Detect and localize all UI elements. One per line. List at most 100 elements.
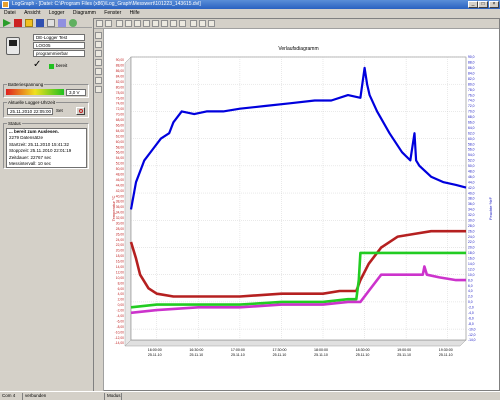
status-line: Zeitdauer: 22767 sec	[9, 154, 52, 160]
right-tick-label: 40,0	[468, 191, 475, 195]
left-tick-label: 74,00	[116, 102, 124, 106]
x-tick-label: 18:00:00	[314, 348, 328, 352]
right-tick-label: 58,0	[468, 142, 475, 146]
menu-bar: Datei Ansicht Logger Diagramm Fenster Hi…	[0, 9, 500, 18]
chart-tool-icon[interactable]	[208, 20, 215, 27]
menu-fenster[interactable]: Fenster	[104, 10, 122, 16]
chart-toolbar	[94, 19, 499, 29]
chart-tool-icon[interactable]	[152, 20, 159, 27]
x-tick-label: 17:30:00	[272, 348, 286, 352]
left-tick-label: -4,00	[116, 314, 124, 318]
set-clock-button[interactable]	[76, 107, 85, 115]
chart-tool-icon[interactable]	[190, 20, 197, 27]
side-tool-icon[interactable]	[95, 59, 102, 66]
help-icon[interactable]	[69, 19, 77, 27]
right-tick-label: -8,0	[468, 322, 474, 326]
chart-tool-icon[interactable]	[96, 20, 103, 27]
left-tick-label: 36,00	[116, 205, 124, 209]
stop-icon[interactable]	[14, 19, 22, 27]
x-tick-date: 25.11.10	[273, 353, 287, 357]
menu-ansicht[interactable]: Ansicht	[24, 10, 41, 16]
right-tick-label: -6,0	[468, 316, 474, 320]
side-tool-icon[interactable]	[95, 68, 102, 75]
window-title: LogGraph - [Datei: C:\Program Files (x86…	[12, 1, 201, 7]
right-tick-label: 78,0	[468, 88, 475, 92]
chart-tool-icon[interactable]	[116, 20, 123, 27]
device-icon[interactable]	[47, 19, 55, 27]
left-tick-label: -10,00	[115, 330, 125, 334]
left-tick-label: -14,00	[115, 341, 125, 345]
side-tool-icon[interactable]	[95, 77, 102, 84]
left-tick-label: 48,00	[116, 172, 124, 176]
left-tick-label: 86,00	[116, 69, 124, 73]
status-box: ... bereit zum Auslesen. 2279 Datensätze…	[6, 128, 87, 168]
right-tick-label: 0,0	[468, 300, 473, 304]
right-tick-label: 22,0	[468, 240, 475, 244]
left-tick-label: 58,00	[116, 145, 124, 149]
status-line: ... bereit zum Auslesen.	[9, 129, 59, 134]
statusbar-com: Com 4	[2, 393, 16, 398]
side-tool-icon[interactable]	[95, 32, 102, 39]
chart-tool-icon[interactable]	[161, 20, 168, 27]
left-tick-label: 62,00	[116, 134, 124, 138]
battery-group: Batteriespannung 3,0 V	[3, 82, 89, 98]
right-tick-label: 72,0	[468, 104, 475, 108]
chart-tool-icon[interactable]	[199, 20, 206, 27]
left-tick-label: 88,00	[116, 64, 124, 68]
right-tick-label: 16,0	[468, 257, 475, 261]
series-line-2	[130, 251, 466, 309]
x-tick-date: 25.11.10	[314, 353, 328, 357]
left-tick-label: 70,00	[116, 113, 124, 117]
series-line-0	[129, 66, 467, 210]
left-tick-label: 42,00	[116, 189, 124, 193]
chart-tool-icon[interactable]	[125, 20, 132, 27]
right-tick-label: -14,0	[468, 338, 476, 342]
right-tick-label: 70,0	[468, 110, 475, 114]
right-tick-label: 88,0	[468, 61, 475, 65]
menu-hilfe[interactable]: Hilfe	[129, 10, 140, 16]
save-icon[interactable]	[36, 19, 44, 27]
right-tick-label: 86,0	[468, 66, 475, 70]
left-tick-label: 28,00	[116, 227, 124, 231]
chart-tool-icon[interactable]	[134, 20, 141, 27]
left-tick-label: 34,00	[116, 211, 124, 215]
chart-tool-icon[interactable]	[179, 20, 186, 27]
settings-icon[interactable]	[58, 19, 66, 27]
left-tick-label: 18,00	[116, 254, 124, 258]
left-tick-label: 76,00	[116, 96, 124, 100]
right-tick-label: -4,0	[468, 311, 474, 315]
left-tick-label: -6,00	[116, 319, 124, 323]
x-tick-date: 25.11.10	[231, 353, 245, 357]
left-tick-label: 38,00	[116, 200, 124, 204]
x-tick-date: 25.11.10	[189, 353, 203, 357]
chart-tool-icon[interactable]	[170, 20, 177, 27]
right-tick-label: 20,0	[468, 246, 475, 250]
right-tick-label: 82,0	[468, 77, 475, 81]
close-button[interactable]: ×	[489, 1, 499, 8]
minimize-button[interactable]: _	[468, 1, 478, 8]
side-tool-icon[interactable]	[95, 50, 102, 57]
check-icon: ✓	[33, 59, 42, 70]
side-tool-icon[interactable]	[95, 86, 102, 93]
clock-group: Aktuelle Logger-Uhrzeit 25.11.2010 22:05…	[3, 100, 89, 118]
side-tool-icon[interactable]	[95, 41, 102, 48]
left-tick-label: 90,00	[116, 58, 124, 62]
x-tick-label: 16:30:00	[189, 348, 203, 352]
play-icon[interactable]	[3, 19, 11, 27]
device-model-field: LOG05	[33, 42, 85, 49]
left-panel: DE-Logger Test LOG05 programmierbar ✓ be…	[0, 29, 92, 391]
menu-diagramm[interactable]: Diagramm	[72, 10, 96, 16]
x-tick-date: 25.11.10	[148, 353, 162, 357]
clock-set-label: Set	[56, 108, 63, 113]
statusbar-mode: Modus	[107, 393, 121, 398]
maximize-button[interactable]: □	[478, 1, 488, 8]
menu-datei[interactable]: Datei	[4, 10, 16, 16]
open-folder-icon[interactable]	[25, 19, 33, 27]
ready-led-icon	[49, 64, 54, 69]
right-tick-label: 38,0	[468, 197, 475, 201]
left-tick-label: 52,00	[116, 162, 124, 166]
chart-tool-icon[interactable]	[105, 20, 112, 27]
chart-tool-icon[interactable]	[143, 20, 150, 27]
left-tick-label: 24,00	[116, 238, 124, 242]
menu-logger[interactable]: Logger	[48, 10, 65, 16]
